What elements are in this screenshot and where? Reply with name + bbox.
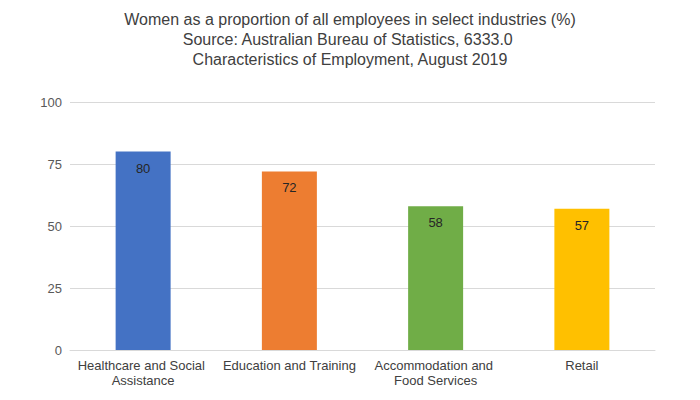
svg-text:Accommodation and: Accommodation and — [375, 358, 497, 373]
svg-text:58: 58 — [428, 215, 442, 230]
svg-text:50: 50 — [48, 219, 62, 234]
svg-text:Healthcare and Social: Healthcare and Social — [78, 358, 209, 373]
svg-text:Source: Australian Bureau of S: Source: Australian Bureau of Statistics,… — [183, 31, 517, 48]
svg-text:75: 75 — [48, 157, 62, 172]
svg-text:Characteristics of Employment,: Characteristics of Employment, August 20… — [193, 51, 508, 68]
svg-text:57: 57 — [575, 218, 589, 233]
svg-text:80: 80 — [136, 161, 150, 176]
svg-text:Education and Training: Education and Training — [223, 358, 356, 373]
svg-text:25: 25 — [48, 281, 62, 296]
svg-text:100: 100 — [40, 95, 62, 110]
svg-text:Women as a proportion of all e: Women as a proportion of all employees i… — [124, 11, 575, 28]
svg-text:72: 72 — [282, 180, 296, 195]
svg-text:Food Services: Food Services — [394, 373, 478, 388]
svg-text:0: 0 — [55, 343, 62, 358]
svg-text:Retail: Retail — [565, 358, 598, 373]
svg-text:Assistance: Assistance — [112, 373, 175, 388]
